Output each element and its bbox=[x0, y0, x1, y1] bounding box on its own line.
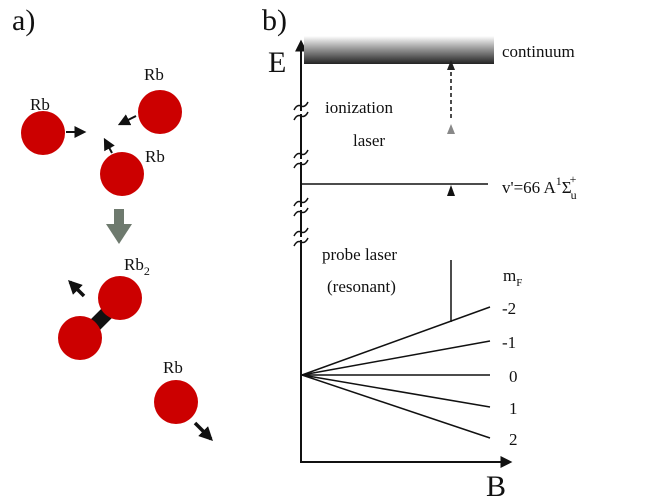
atom-mid-arrow bbox=[103, 137, 115, 154]
atom-bottom-arrow bbox=[193, 421, 213, 441]
probe-laser-arrow bbox=[447, 185, 455, 322]
mf-value: 1 bbox=[509, 399, 518, 418]
ionization-laser-line1: ionization bbox=[325, 98, 393, 117]
axis-breaks bbox=[293, 101, 309, 247]
molecule-atom-upper bbox=[98, 276, 142, 320]
probe-laser-line2: (resonant) bbox=[327, 277, 396, 296]
panel-a-label: a) bbox=[12, 4, 35, 37]
panel-a: a) Rb Rb Rb Rb2 Rb bbox=[12, 4, 213, 441]
molecule-arrow bbox=[68, 280, 86, 298]
atom-mid bbox=[100, 152, 144, 196]
ionization-laser-line2: laser bbox=[353, 131, 385, 150]
zeeman-line-p1 bbox=[301, 374, 491, 408]
panel-b-label: b) bbox=[262, 4, 287, 37]
atom-top-right bbox=[138, 90, 182, 134]
atom-bottom-label: Rb bbox=[163, 358, 183, 377]
probe-laser-line1: probe laser bbox=[322, 245, 397, 264]
reaction-arrow bbox=[106, 209, 132, 244]
excited-state-label: v'=66 A1Σu+ bbox=[502, 172, 577, 202]
continuum-band bbox=[304, 36, 494, 64]
mf-value: 2 bbox=[509, 430, 518, 449]
atom-top-left-label: Rb bbox=[30, 95, 50, 114]
zeeman-levels bbox=[301, 306, 491, 439]
mf-value: -2 bbox=[502, 299, 516, 318]
molecule-label: Rb2 bbox=[124, 255, 150, 278]
zeeman-line-m1 bbox=[301, 340, 491, 376]
atom-bottom bbox=[154, 380, 198, 424]
continuum-label: continuum bbox=[502, 42, 575, 61]
mf-header: mF bbox=[503, 266, 522, 289]
field-axis-label: B bbox=[486, 470, 506, 500]
atom-top-right-arrow bbox=[117, 114, 137, 126]
molecule-atom-lower bbox=[58, 316, 102, 360]
atom-top-right-label: Rb bbox=[144, 65, 164, 84]
zeeman-line-p2 bbox=[301, 374, 491, 439]
atom-mid-label: Rb bbox=[145, 147, 165, 166]
ionization-arrow bbox=[447, 60, 455, 168]
energy-axis-label: E bbox=[268, 46, 286, 79]
mf-value: 0 bbox=[509, 367, 518, 386]
atom-top-left bbox=[21, 111, 65, 155]
panel-b: b) E B continuum ionization laser bbox=[262, 4, 577, 500]
zeeman-line-m2 bbox=[301, 306, 491, 376]
mf-value: -1 bbox=[502, 333, 516, 352]
